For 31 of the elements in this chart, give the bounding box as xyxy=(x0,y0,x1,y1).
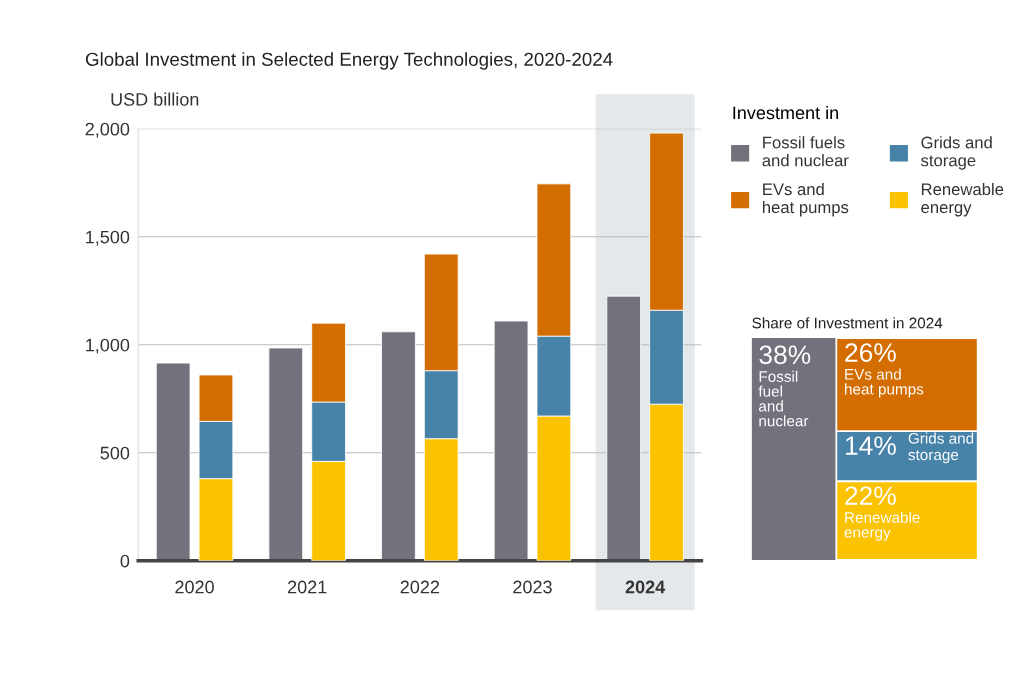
category-label: Renewable energy xyxy=(844,511,920,541)
y-tick-label: 500 xyxy=(100,446,130,460)
bar xyxy=(493,320,529,561)
bar xyxy=(268,347,304,561)
x-tick-label: 2021 xyxy=(288,580,327,594)
bar xyxy=(381,331,416,561)
bar xyxy=(155,362,191,561)
x-tick-label: 2024 xyxy=(625,580,666,594)
category-label: Fossil fuel and nuclear xyxy=(758,370,809,427)
legend-label: Fossil fuels and nuclear xyxy=(762,136,849,167)
category-label: Grids and storage xyxy=(908,432,974,464)
data-label: 26% xyxy=(845,343,896,362)
data-label: 22% xyxy=(845,486,896,505)
legend-label: EVs and heat pumps xyxy=(762,182,849,217)
x-tick-label: 2023 xyxy=(513,580,552,594)
x-tick-label: 2020 xyxy=(175,580,214,594)
y-tick-label: 1,000 xyxy=(86,338,130,354)
y-tick-label: 1,500 xyxy=(86,230,130,246)
data-label: 38% xyxy=(759,345,811,365)
y-tick-label: 2,000 xyxy=(85,122,130,138)
legend-title: Investment in xyxy=(733,106,839,120)
bar xyxy=(606,295,642,561)
x-tick-label: 2022 xyxy=(400,580,440,594)
y-axis-title: USD billion xyxy=(111,92,199,106)
y-tick-label: 0 xyxy=(120,554,130,568)
data-label: 14% xyxy=(845,436,896,455)
legend-label: Renewable energy xyxy=(921,182,1004,217)
legend-label: Grids and storage xyxy=(921,136,992,170)
chart-title: Global Investment in Selected Energy Technologies, 2020-2024 xyxy=(85,52,613,70)
category-label: EVs and heat pumps xyxy=(845,368,924,398)
text: Share of Investment in 2024 xyxy=(752,317,943,329)
